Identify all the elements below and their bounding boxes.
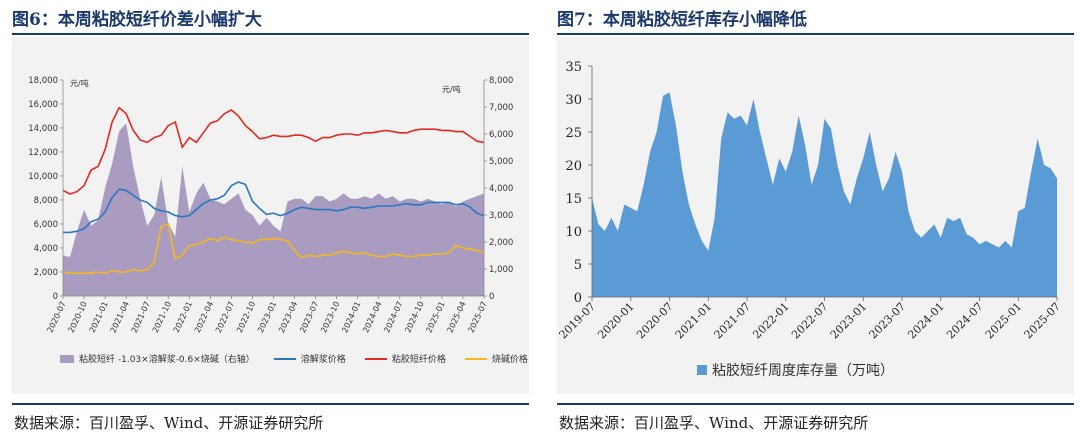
- left-y-tick-label: 12,000: [28, 148, 58, 158]
- x-tick-label: 2025-01: [424, 300, 446, 334]
- figure-7-panel: 图7：本周粘胶短纤库存小幅降低 0 5 10 15 20 25 30 35 2019-07 202…: [545, 0, 1080, 445]
- caustic-price-line: [62, 222, 485, 275]
- x-tick-label: 2021-01: [673, 300, 715, 342]
- x-tick-label: 2019-07: [557, 300, 598, 342]
- right-y-tick-label: 6,000: [489, 130, 513, 140]
- figure-6-panel: 图6：本周粘胶短纤价差小幅扩大 元/吨 元/吨 0 2,000 4,000 6,000…: [0, 0, 535, 445]
- x-tick-label: 2021-07: [130, 300, 152, 334]
- right-y-tick-label: 2,000: [489, 238, 513, 248]
- x-tick-label: 2024-10: [403, 300, 425, 334]
- x-tick-label: 2022-01: [172, 300, 194, 334]
- title-divider: [557, 33, 1074, 35]
- legend-item-pulp: 溶解浆价格: [273, 352, 346, 365]
- x-tick-label: 2022-07: [214, 300, 236, 334]
- x-tick-label: 2021-01: [88, 300, 110, 334]
- legend-swatch-pulp: [273, 357, 296, 360]
- x-tick-label: 2021-04: [109, 300, 131, 334]
- x-tick-label: 2020-07: [46, 300, 68, 334]
- left-y-tick-label: 10,000: [28, 172, 58, 182]
- right-y-tick-label: 3,000: [489, 211, 513, 221]
- legend-item-viscose: 粘胶短纤价格: [364, 352, 446, 365]
- x-tick-label: 2022-10: [235, 300, 257, 334]
- x-tick-label: 2021-07: [712, 300, 754, 342]
- legend-label-caustic: 烧碱价格: [491, 355, 528, 365]
- x-tick-label: 2024-07: [944, 300, 986, 342]
- source-divider: [557, 403, 1074, 405]
- legend-swatch-viscose: [364, 357, 387, 360]
- y-tick-label: 25: [565, 126, 582, 141]
- left-axis-unit: 元/吨: [70, 79, 89, 88]
- right-axis-unit: 元/吨: [442, 85, 461, 94]
- x-tick-label: 2025-07: [1022, 300, 1064, 342]
- y-tick-label: 0: [574, 291, 582, 306]
- pulp-price-line: [63, 181, 485, 234]
- spread-area-series: [63, 123, 484, 296]
- figure-6-title: 图6：本周粘胶短纤价差小幅扩大: [12, 10, 262, 30]
- figure-6-source: 数据来源：百川盈孚、Wind、开源证券研究所: [14, 414, 324, 432]
- x-tick-label: 2020-01: [595, 300, 637, 342]
- x-tick-label: 2023-01: [828, 300, 870, 342]
- inventory-area-series: [592, 92, 1057, 298]
- inventory-chart: 051015202530352019-072020-012020-072021-…: [557, 60, 1064, 342]
- figure-7-source: 数据来源：百川盈孚、Wind、开源证券研究所: [559, 414, 869, 432]
- legend-label-inventory: 粘胶短纤周度库存量（万吨）: [712, 363, 894, 379]
- x-tick-label: 2023-07: [867, 300, 909, 342]
- title-divider: [12, 33, 529, 35]
- x-tick-label: 2024-07: [382, 300, 404, 334]
- figure-7-title: 图7：本周粘胶短纤库存小幅降低: [557, 10, 807, 30]
- right-y-tick-label: 0: [489, 292, 494, 302]
- figure-6-chart-area: 元/吨 元/吨 0 2,000 4,000 6,000 8,000 10,000 12,00…: [12, 37, 529, 394]
- left-y-tick-label: 18,000: [28, 76, 58, 86]
- legend-swatch-spread: [60, 354, 74, 363]
- right-y-tick-label: 5,000: [489, 157, 513, 167]
- x-tick-label: 2021-10: [151, 300, 173, 334]
- x-tick-label: 2023-01: [256, 300, 278, 334]
- y-tick-label: 15: [565, 192, 582, 207]
- figure-7-legend: 粘胶短纤周度库存量（万吨）: [697, 360, 894, 380]
- legend-swatch-inventory: [697, 365, 707, 375]
- left-y-tick-label: 8,000: [34, 196, 58, 206]
- y-tick-label: 30: [565, 93, 582, 108]
- legend-label-viscose: 粘胶短纤价格: [391, 355, 446, 365]
- left-y-tick-label: 2,000: [34, 268, 58, 278]
- x-tick-label: 2025-01: [983, 300, 1025, 342]
- y-tick-label: 20: [565, 159, 582, 174]
- source-divider: [12, 403, 529, 405]
- x-tick-label: 2020-10: [67, 300, 89, 334]
- y-tick-label: 35: [565, 60, 582, 75]
- x-tick-label: 2022-04: [193, 300, 215, 334]
- x-tick-label: 2022-01: [750, 300, 792, 342]
- legend-item-caustic: 烧碱价格: [464, 352, 528, 365]
- y-tick-label: 10: [565, 225, 582, 240]
- left-y-tick-label: 16,000: [28, 100, 58, 110]
- x-tick-label: 2025-04: [445, 300, 467, 334]
- price-spread-chart: 0 2,000 4,000 6,000 8,000 10,000 12,000 14,000 1…: [28, 76, 513, 334]
- viscose-price-line: [62, 106, 485, 195]
- left-y-tick-label: 0: [53, 292, 58, 302]
- right-y-tick-label: 8,000: [489, 76, 513, 86]
- figure-7-chart-area: 0 5 10 15 20 25 30 35 2019-07 2020-01 2020-07 2021-…: [557, 37, 1074, 394]
- right-y-tick-label: 4,000: [489, 184, 513, 194]
- x-tick-label: 2024-01: [340, 300, 362, 334]
- legend-label-pulp: 溶解浆价格: [300, 355, 346, 365]
- x-tick-label: 2023-10: [319, 300, 341, 334]
- right-y-tick-label: 1,000: [489, 265, 513, 275]
- left-y-tick-label: 14,000: [28, 124, 58, 134]
- legend-swatch-caustic: [464, 357, 487, 360]
- legend-label-spread: 粘胶短纤 -1.03×溶解浆-0.6×烧碱（右轴）: [79, 355, 255, 365]
- y-tick-label: 5: [574, 258, 582, 273]
- right-y-tick-label: 7,000: [489, 103, 513, 113]
- left-y-tick-label: 4,000: [34, 244, 58, 254]
- x-tick-label: 2024-01: [905, 300, 947, 342]
- figure-6-legend: 粘胶短纤 -1.03×溶解浆-0.6×烧碱（右轴） 溶解浆价格 粘胶短纤价格 烧…: [60, 352, 528, 365]
- x-tick-label: 2023-07: [298, 300, 320, 334]
- x-tick-label: 2023-04: [277, 300, 299, 334]
- x-tick-label: 2025-07: [467, 300, 489, 334]
- x-tick-label: 2022-07: [789, 300, 831, 342]
- legend-item-spread: 粘胶短纤 -1.03×溶解浆-0.6×烧碱（右轴）: [60, 352, 255, 365]
- left-y-tick-label: 6,000: [34, 220, 58, 230]
- x-tick-label: 2024-04: [361, 300, 383, 334]
- x-tick-label: 2020-07: [634, 300, 676, 342]
